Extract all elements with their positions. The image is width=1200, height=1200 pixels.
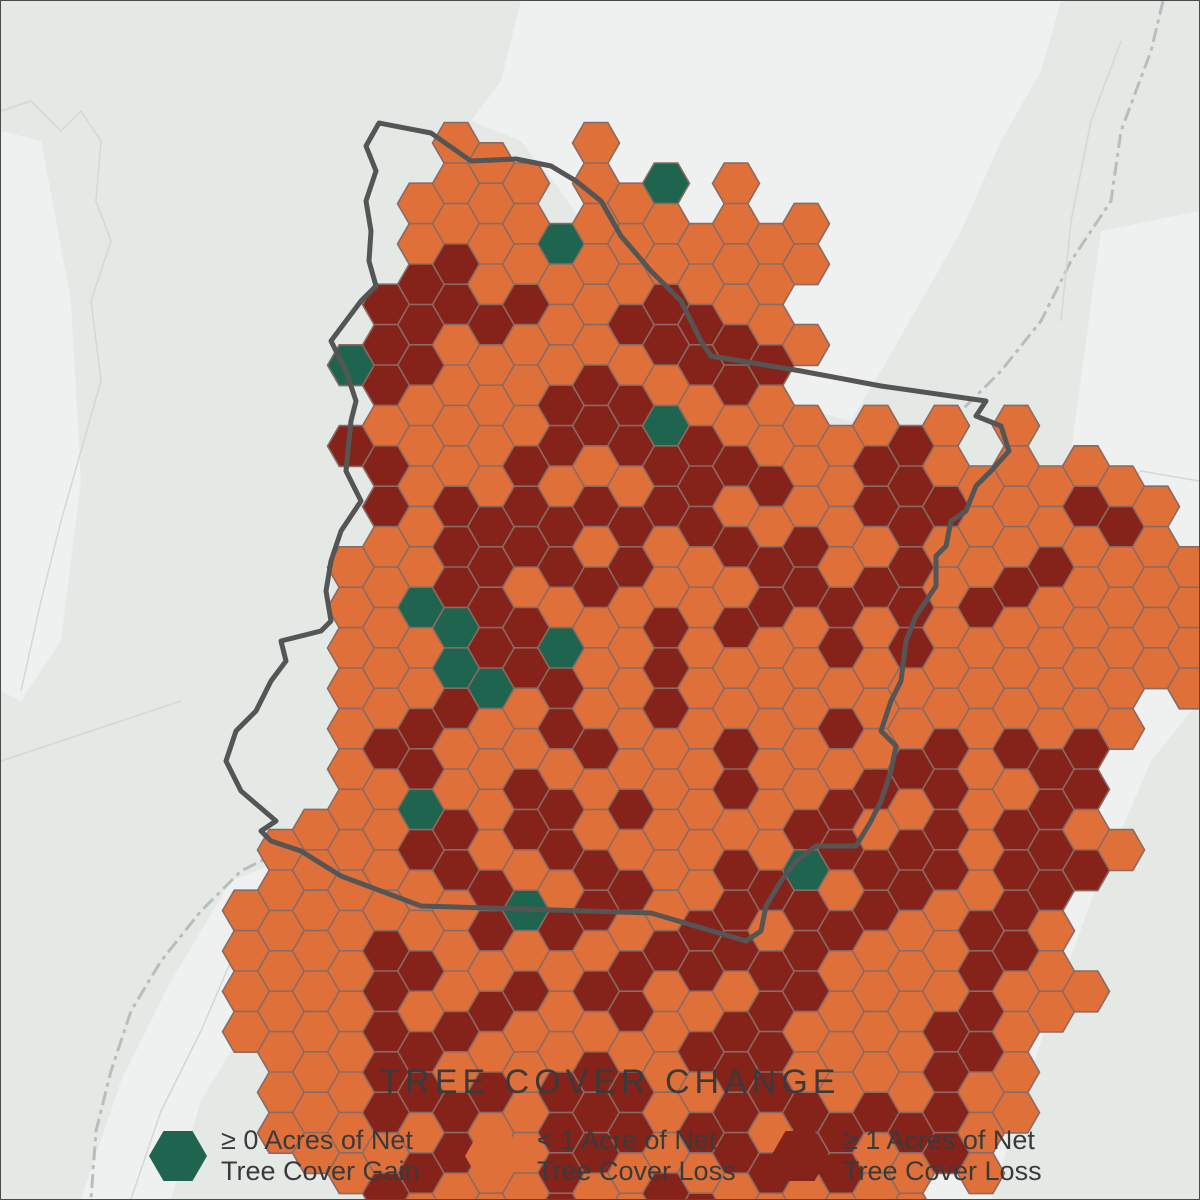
hex-cell-large-loss bbox=[545, 1192, 578, 1199]
ridge-shape bbox=[881, 211, 1199, 1199]
legend-label-line: < 1 Acre of Net bbox=[537, 1125, 717, 1155]
ridge-shape bbox=[1, 131, 81, 701]
hex-cell-small-loss bbox=[825, 1192, 858, 1199]
hex-cell-small-loss bbox=[781, 323, 831, 367]
legend-label-line: ≥ 1 Acres of Net bbox=[843, 1125, 1035, 1155]
legend-label-large-loss: ≥ 1 Acres of Net Tree Cover Loss bbox=[843, 1125, 1042, 1187]
large-loss-hexagon-swatch bbox=[771, 1131, 829, 1181]
hex-cell-small-loss bbox=[781, 243, 831, 286]
gain-hexagon-swatch bbox=[149, 1131, 207, 1181]
hex-cell-small-loss bbox=[755, 1192, 788, 1199]
legend-label-line: ≥ 0 Acres of Net bbox=[221, 1125, 413, 1155]
hex-cell-large-loss bbox=[1061, 848, 1111, 892]
hex-grid bbox=[221, 121, 1199, 1199]
hex-cell-small-loss bbox=[991, 1091, 1041, 1134]
small-loss-hexagon-shape bbox=[465, 1131, 523, 1181]
legend: TREE COVER CHANGE ≥ 0 Acres of Net Tree … bbox=[1, 1053, 1199, 1199]
legend-label-small-loss: < 1 Acre of Net Tree Cover Loss bbox=[537, 1125, 736, 1187]
study-area-boundary bbox=[223, 120, 1012, 944]
hex-cell-small-loss bbox=[1166, 667, 1199, 710]
hex-cell-small-loss bbox=[475, 1192, 508, 1199]
hex-cell-large-loss bbox=[685, 1192, 718, 1199]
legend-label-line: Tree Cover Loss bbox=[843, 1156, 1042, 1186]
hex-cell-small-loss bbox=[895, 1192, 928, 1199]
ridge-shape bbox=[471, 1, 1061, 421]
hex-cell-small-loss bbox=[405, 1192, 438, 1199]
small-loss-hexagon-swatch bbox=[465, 1131, 523, 1181]
large-loss-hexagon-shape bbox=[771, 1131, 829, 1181]
legend-title: TREE COVER CHANGE bbox=[379, 1063, 841, 1101]
gain-hexagon-shape bbox=[149, 1131, 207, 1181]
hex-cell-small-loss bbox=[1061, 970, 1111, 1013]
legend-label-line: Tree Cover Loss bbox=[537, 1156, 736, 1186]
legend-label-line: Tree Cover Gain bbox=[221, 1156, 420, 1186]
hex-cell-small-loss bbox=[956, 1152, 1006, 1195]
legend-label-gain: ≥ 0 Acres of Net Tree Cover Gain bbox=[221, 1125, 420, 1187]
hex-cell-small-loss bbox=[615, 1192, 648, 1199]
